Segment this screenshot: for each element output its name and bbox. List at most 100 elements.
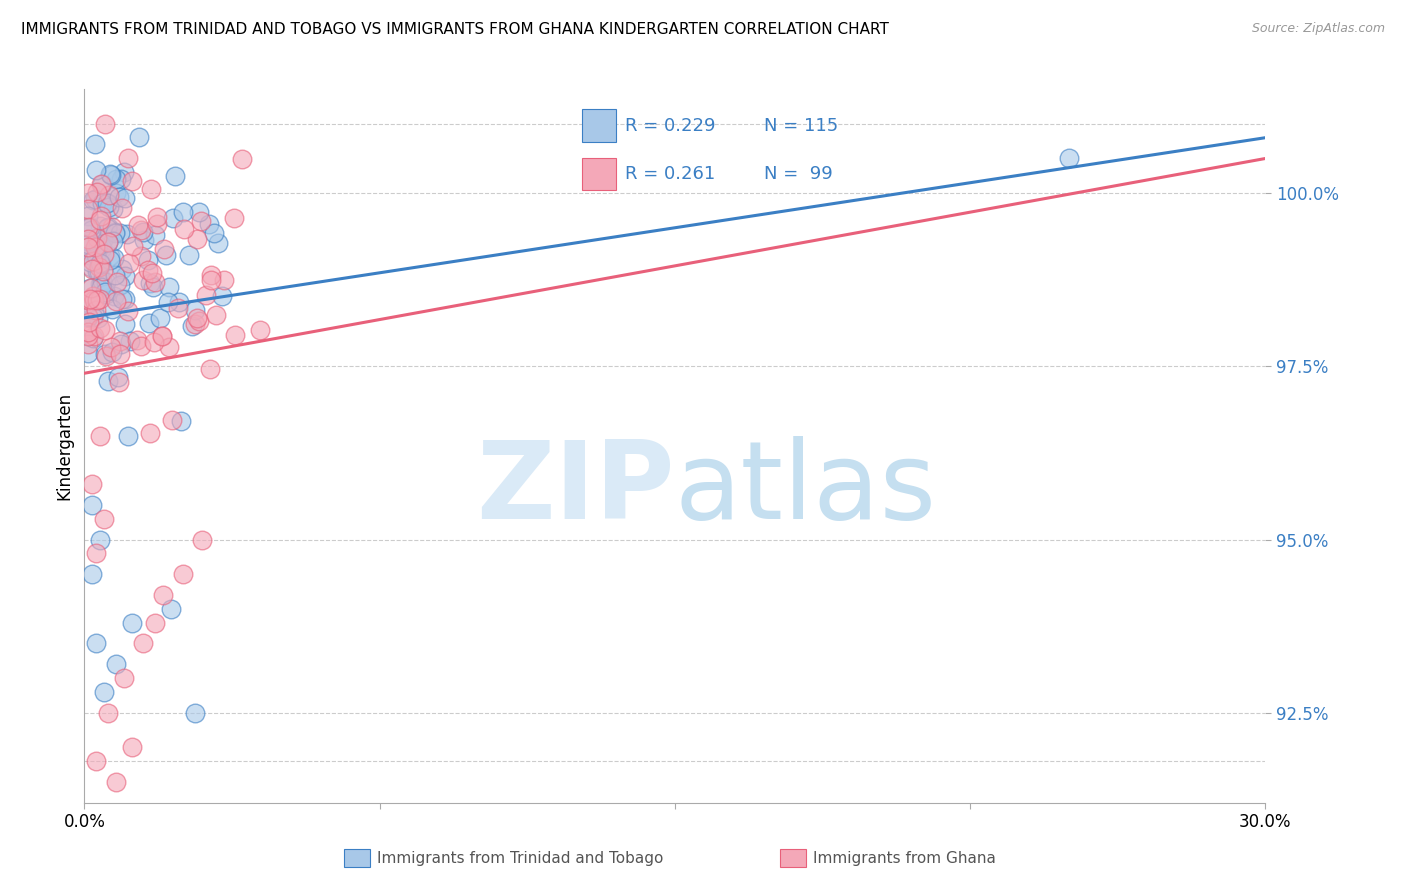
Point <box>90 279 112 293</box>
Point <box>86 238 108 252</box>
Point <box>104 225 127 239</box>
Point <box>104 657 127 672</box>
Point <box>157 295 180 310</box>
Point <box>77 310 100 324</box>
Point <box>94 346 117 360</box>
Point <box>80 223 103 237</box>
Point <box>86 310 108 325</box>
Point <box>104 172 127 186</box>
Point <box>150 328 173 343</box>
Point <box>82 567 104 582</box>
Point <box>184 303 207 318</box>
Point <box>84 193 107 207</box>
Point <box>1057 152 1080 166</box>
Point <box>90 257 112 271</box>
Point <box>146 210 169 224</box>
Point <box>138 316 160 330</box>
Point <box>94 285 117 299</box>
Point <box>132 273 155 287</box>
Point <box>153 242 176 256</box>
Point <box>77 186 100 200</box>
Point <box>98 200 121 214</box>
Point <box>108 278 131 293</box>
Point <box>111 201 134 215</box>
Point <box>96 349 118 363</box>
Point <box>89 321 111 335</box>
Point <box>177 248 200 262</box>
Point <box>110 337 132 351</box>
Point <box>118 334 141 348</box>
Point <box>84 754 107 768</box>
Point <box>188 205 211 219</box>
Point <box>93 685 115 699</box>
Point <box>86 264 108 278</box>
Text: Immigrants from Ghana: Immigrants from Ghana <box>813 851 995 865</box>
Point <box>108 190 131 204</box>
Point <box>132 233 155 247</box>
Point <box>91 274 114 288</box>
Point <box>139 276 162 290</box>
Text: ZIP: ZIP <box>477 436 675 541</box>
Point <box>82 477 104 491</box>
Point <box>84 239 107 253</box>
Point <box>249 323 271 337</box>
Point <box>129 339 152 353</box>
Point <box>94 323 117 337</box>
Point <box>100 340 122 354</box>
Point <box>117 428 139 442</box>
Point <box>86 162 108 177</box>
Point <box>129 249 152 263</box>
Point <box>98 249 121 263</box>
Point <box>198 362 221 376</box>
Point <box>128 130 150 145</box>
Point <box>224 211 246 225</box>
Point <box>77 232 100 246</box>
Point <box>101 345 124 359</box>
Point <box>172 567 194 582</box>
Point <box>141 267 163 281</box>
Point <box>82 253 104 268</box>
Point <box>103 289 125 303</box>
Point <box>89 428 111 442</box>
Point <box>112 165 135 179</box>
Point <box>100 169 122 183</box>
Point <box>172 205 194 219</box>
Point <box>117 304 139 318</box>
Point <box>82 289 104 303</box>
Point <box>200 268 222 282</box>
Point <box>90 178 112 192</box>
Point <box>160 602 183 616</box>
Point <box>117 152 139 166</box>
Point <box>114 293 136 307</box>
Point <box>90 177 112 191</box>
Point <box>94 287 117 301</box>
Point <box>97 706 120 720</box>
Point <box>115 227 138 241</box>
Point <box>143 227 166 242</box>
Point <box>82 244 104 259</box>
Point <box>80 260 103 275</box>
Point <box>152 588 174 602</box>
Point <box>97 235 120 250</box>
Point <box>90 209 112 223</box>
Point <box>94 117 117 131</box>
Point <box>108 334 131 348</box>
Text: IMMIGRANTS FROM TRINIDAD AND TOBAGO VS IMMIGRANTS FROM GHANA KINDERGARTEN CORREL: IMMIGRANTS FROM TRINIDAD AND TOBAGO VS I… <box>21 22 889 37</box>
Text: R = 0.229: R = 0.229 <box>626 117 716 135</box>
Point <box>77 345 100 359</box>
Point <box>103 252 125 266</box>
Point <box>93 246 115 260</box>
Point <box>80 262 103 277</box>
Point <box>157 279 180 293</box>
Point <box>104 226 127 240</box>
Point <box>132 636 155 650</box>
Text: N = 115: N = 115 <box>765 117 838 135</box>
Point <box>202 226 225 240</box>
Point <box>101 234 124 248</box>
Point <box>79 255 101 269</box>
Text: atlas: atlas <box>675 436 936 541</box>
Point <box>86 186 108 200</box>
Point <box>145 275 167 289</box>
Point <box>84 303 107 318</box>
Point <box>181 318 204 333</box>
